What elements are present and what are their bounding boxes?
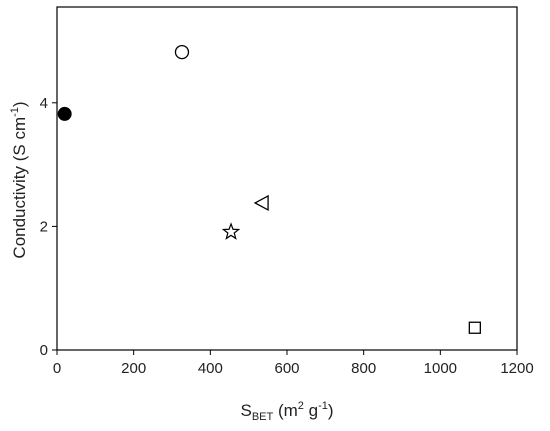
point	[221, 222, 241, 240]
label-part: -1	[9, 107, 21, 117]
x-tick-label: 0	[53, 360, 61, 377]
y-tick-label: 2	[40, 218, 48, 235]
label-part: g	[304, 401, 318, 420]
point	[468, 321, 481, 334]
label-part: Conductivity (S cm	[10, 117, 29, 259]
x-tick-label: 1200	[500, 360, 533, 377]
x-tick-label: 400	[198, 360, 223, 377]
label-part: 2	[298, 400, 304, 412]
y-tick-label: 4	[40, 95, 48, 112]
x-tick-label: 600	[274, 360, 299, 377]
label-part: )	[328, 401, 334, 420]
label-part: -1	[318, 400, 328, 412]
y-axis-label: Conductivity (S cm-1)	[9, 101, 29, 258]
label-part: BET	[252, 411, 274, 423]
label-part: (m	[273, 401, 298, 420]
point	[253, 194, 269, 212]
x-tick-label: 200	[121, 360, 146, 377]
x-tick-label: 1000	[424, 360, 457, 377]
label-part: S	[240, 401, 251, 420]
y-tick-label: 0	[40, 342, 48, 359]
x-tick-label: 800	[351, 360, 376, 377]
label-part: )	[10, 101, 29, 107]
plot-frame	[56, 6, 518, 351]
point	[174, 44, 190, 60]
point	[57, 106, 72, 121]
x-axis-label: SBET (m2 g-1)	[240, 400, 333, 423]
